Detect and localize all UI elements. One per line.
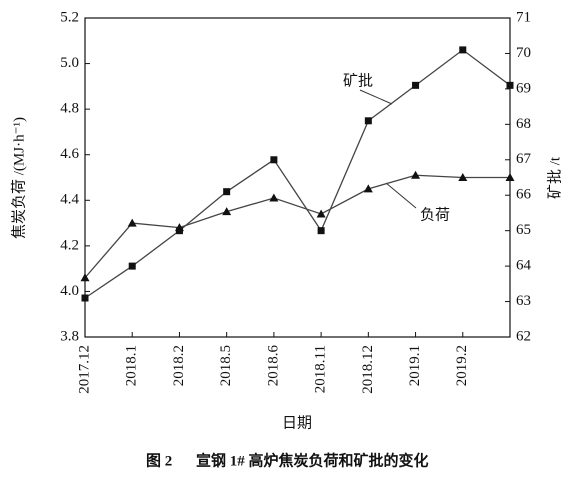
caption: 宣钢 1# 高炉焦炭负荷和矿批的变化 bbox=[196, 451, 429, 469]
series-line bbox=[84, 49, 511, 299]
plot-frame bbox=[84, 17, 511, 338]
y-tick-label: 4.8 bbox=[60, 101, 79, 117]
marker bbox=[80, 273, 90, 282]
y2-tick-label: 69 bbox=[516, 80, 531, 96]
marker bbox=[411, 170, 421, 179]
marker bbox=[269, 193, 279, 202]
marker bbox=[363, 184, 373, 193]
y2-tick-label: 66 bbox=[516, 187, 532, 203]
marker bbox=[505, 173, 515, 181]
marker bbox=[222, 207, 232, 216]
x-tick-label: 2018.11 bbox=[313, 345, 329, 393]
marker bbox=[223, 188, 231, 196]
y-tick-label: 3.8 bbox=[60, 328, 79, 344]
marker bbox=[270, 156, 278, 164]
y2-tick-label: 65 bbox=[516, 222, 531, 238]
series-label: 负荷 bbox=[420, 206, 450, 223]
series-line bbox=[84, 174, 510, 279]
x-axis-label: 日期 bbox=[282, 414, 312, 431]
series-label: 矿批 bbox=[343, 72, 373, 89]
x-tick-label: 2018.2 bbox=[171, 345, 187, 386]
marker bbox=[412, 81, 420, 89]
x-tick-label: 2017.12 bbox=[76, 345, 92, 394]
marker bbox=[128, 262, 136, 270]
y2-axis-label: 矿批 /t bbox=[546, 156, 563, 199]
y2-tick-label: 63 bbox=[516, 293, 531, 309]
marker bbox=[317, 227, 325, 235]
leader-line bbox=[359, 89, 393, 105]
y2-tick-label: 62 bbox=[516, 328, 531, 344]
marker bbox=[81, 294, 89, 302]
y-tick-label: 5.2 bbox=[60, 9, 79, 25]
x-tick-label: 2019.2 bbox=[454, 345, 470, 386]
y-tick-label: 5.0 bbox=[60, 55, 79, 71]
y2-tick-label: 70 bbox=[516, 45, 531, 61]
y-tick-label: 4.4 bbox=[60, 192, 79, 208]
marker bbox=[316, 209, 326, 218]
marker bbox=[459, 46, 467, 54]
leader-line bbox=[385, 182, 417, 209]
y2-tick-label: 68 bbox=[516, 116, 531, 132]
y-tick-label: 4.2 bbox=[60, 237, 79, 253]
x-tick-label: 2018.6 bbox=[265, 345, 281, 387]
x-tick-label: 2018.12 bbox=[360, 345, 376, 394]
marker bbox=[506, 81, 514, 89]
marker bbox=[458, 173, 468, 181]
y-tick-label: 4.0 bbox=[60, 283, 79, 299]
y2-tick-label: 71 bbox=[516, 9, 531, 25]
y2-tick-label: 64 bbox=[516, 258, 532, 274]
y-tick-label: 4.6 bbox=[60, 146, 79, 162]
x-tick-label: 2018.1 bbox=[124, 345, 140, 386]
marker bbox=[174, 223, 184, 232]
y2-tick-label: 67 bbox=[516, 151, 532, 167]
x-tick-label: 2019.1 bbox=[407, 345, 423, 386]
y-axis-label: 焦炭负荷 /(MJ·h⁻¹) bbox=[10, 117, 27, 239]
caption-number: 图 2 bbox=[146, 452, 172, 469]
x-tick-label: 2018.5 bbox=[218, 345, 234, 386]
marker bbox=[127, 218, 137, 227]
marker bbox=[364, 117, 372, 125]
